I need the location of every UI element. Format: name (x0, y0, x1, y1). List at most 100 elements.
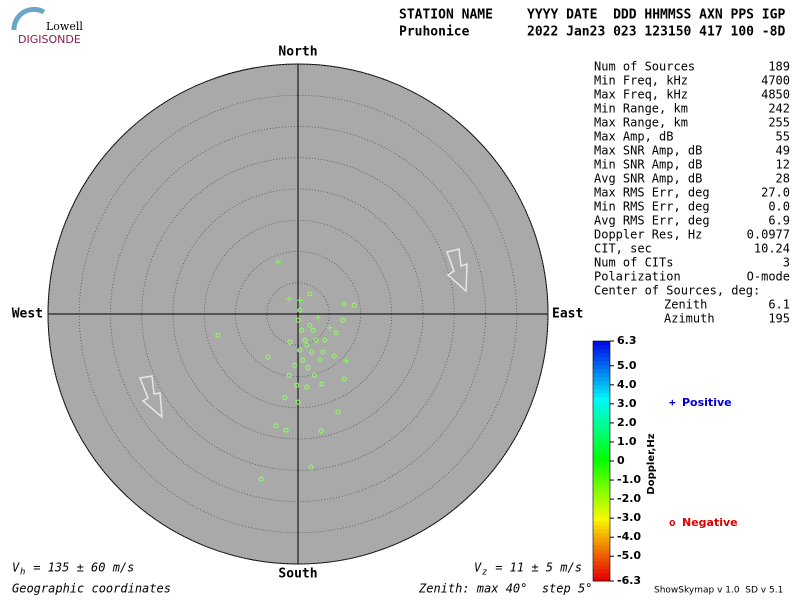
colorbar-tick-label: -3.0 (617, 511, 641, 524)
stat-value: 0.0 (768, 200, 790, 214)
source-negative (305, 365, 311, 371)
colorbar-step (593, 489, 610, 494)
colorbar-step (593, 409, 610, 414)
vh-symbol: V (12, 561, 20, 575)
stat-label: Zenith (664, 298, 707, 312)
colorbar-step (593, 525, 610, 530)
source-negative (341, 376, 347, 382)
colorbar-step (593, 485, 610, 490)
source-negative (215, 332, 221, 338)
stat-label: CIT, sec (594, 242, 652, 256)
colorbar-step (593, 517, 610, 522)
stat-label: Polarization (594, 270, 681, 284)
colorbar-step (593, 413, 610, 418)
colorbar-step (593, 369, 610, 374)
source-negative (317, 357, 323, 363)
zenith-note: Zenith: max 40° step 5° (418, 582, 592, 596)
colorbar-step (593, 569, 610, 574)
source-negative (292, 362, 298, 368)
colorbar-step (593, 573, 610, 578)
colorbar-step (593, 425, 610, 430)
vz-sub: z (482, 568, 487, 578)
source-positive (296, 297, 303, 304)
stat-value: 0.0977 (747, 228, 790, 242)
source-negative (273, 423, 279, 429)
source-negative (351, 302, 357, 308)
colorbar-step (593, 373, 610, 378)
header-label: STATION NAME (399, 8, 493, 23)
stat-label: Max SNR Amp, dB (594, 144, 702, 158)
logo-top: Lowell (46, 20, 83, 33)
colorbar-tick-label: 3.0 (617, 397, 637, 410)
colorbar-step (593, 433, 610, 438)
colorbar-step (593, 577, 610, 582)
colorbar-tick-label: -1.0 (617, 473, 641, 486)
colorbar-label: Doppler,Hz (646, 433, 657, 494)
source-negative (340, 317, 346, 323)
direction-label: West (12, 307, 43, 322)
header-value: Pruhonice (399, 25, 470, 40)
source-positive (275, 259, 281, 266)
stat-label: Center of Sources, deg: (594, 284, 760, 298)
colorbar-step (593, 565, 610, 570)
stat-label: Num of Sources (594, 60, 695, 74)
direction-label: South (278, 567, 317, 582)
source-negative (297, 307, 303, 313)
colorbar-step (593, 537, 610, 542)
colorbar-step (593, 441, 610, 446)
colorbar-step (593, 453, 610, 458)
source-positive (326, 324, 333, 331)
colorbar-step (593, 401, 610, 406)
stat-value: 4850 (761, 88, 790, 102)
colorbar-tick-label: 1.0 (617, 435, 637, 448)
colorbar-step (593, 437, 610, 442)
colorbar-step (593, 341, 610, 346)
source-negative (295, 399, 301, 405)
colorbar-step (593, 553, 610, 558)
colorbar-step (593, 557, 610, 562)
source-negative (258, 476, 264, 482)
stat-label: Azimuth (664, 312, 715, 326)
stat-label: Avg SNR Amp, dB (594, 172, 702, 186)
vz-text: = 11 ± 5 m/s (488, 561, 582, 575)
colorbar-step (593, 345, 610, 350)
colorbar-step (593, 449, 610, 454)
source-negative (333, 330, 339, 336)
stat-label: Max Amp, dB (594, 130, 673, 144)
source-positive (343, 357, 350, 364)
vh-sub: h (20, 568, 25, 578)
source-negative (300, 357, 306, 363)
direction-label: East (552, 307, 583, 322)
colorbar-step (593, 477, 610, 482)
stat-value: 6.1 (768, 298, 790, 312)
stat-value: 255 (768, 116, 790, 130)
colorbar-step (593, 521, 610, 526)
colorbar-step (593, 377, 610, 382)
colorbar-step (593, 393, 610, 398)
logo-arc (11, 6, 46, 31)
colorbar-step (593, 549, 610, 554)
source-negative (294, 382, 300, 388)
legend-symbol: + (669, 396, 676, 409)
source-negative (320, 349, 326, 355)
colorbar-step (593, 533, 610, 538)
colorbar-step (593, 357, 610, 362)
colorbar-step (593, 429, 610, 434)
source-negative (302, 337, 308, 343)
colorbar-step (593, 417, 610, 422)
stat-value: 242 (768, 102, 790, 116)
stat-label: Min Range, km (594, 102, 688, 116)
colorbar-step (593, 497, 610, 502)
source-negative (318, 428, 324, 434)
logo-bottom: DIGISONDE (18, 33, 81, 46)
colorbar-step (593, 505, 610, 510)
colorbar-tick-label: -4.0 (617, 530, 641, 543)
source-negative (313, 337, 319, 343)
colorbar-step (593, 513, 610, 518)
colorbar-step (593, 493, 610, 498)
colorbar-step (593, 361, 610, 366)
source-negative (295, 317, 301, 323)
stat-value: 6.9 (768, 214, 790, 228)
colorbar-step (593, 481, 610, 486)
legend-label: Positive (682, 396, 732, 409)
